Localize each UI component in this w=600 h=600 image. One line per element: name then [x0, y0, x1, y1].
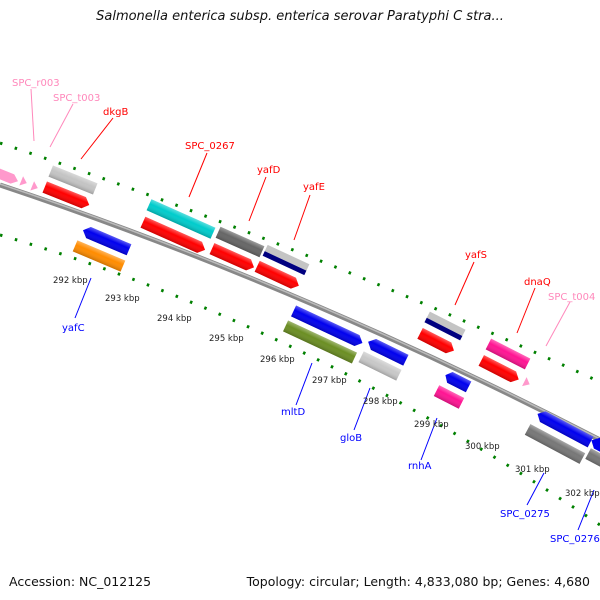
label-SPC_r003[interactable]: SPC_r003 — [12, 78, 60, 89]
feature-SPC_0276[interactable] — [585, 448, 600, 476]
backbone — [0, 182, 600, 443]
label-SPC_t003[interactable]: SPC_t003 — [53, 93, 100, 104]
tick-label: 293 kbp — [105, 294, 140, 304]
label-mltD[interactable]: mltD — [281, 407, 305, 418]
label-SPC_0275[interactable]: SPC_0275 — [500, 509, 550, 520]
feature-gray-navy-2[interactable] — [424, 311, 466, 341]
feature-yafD[interactable] — [209, 243, 257, 273]
label-yafD[interactable]: yafD — [257, 165, 281, 176]
tick-label: 297 kbp — [312, 376, 347, 386]
tick-label: 295 kbp — [209, 334, 244, 344]
feature-blue-4[interactable] — [443, 370, 472, 393]
feature-blue-1[interactable] — [81, 225, 132, 256]
feature-mltD[interactable] — [283, 320, 357, 364]
label-SPC_0276[interactable]: SPC_0276 — [550, 534, 600, 545]
feature-yafS[interactable] — [417, 328, 456, 356]
map-title: Salmonella enterica subsp. enterica sero… — [96, 9, 504, 24]
feature-cyan[interactable] — [146, 199, 216, 239]
feature-pink[interactable] — [485, 338, 531, 370]
tick-label: 296 kbp — [260, 355, 295, 365]
feature-rna-3[interactable] — [30, 181, 39, 193]
label-SPC_t004[interactable]: SPC_t004 — [548, 292, 595, 303]
label-dnaQ[interactable]: dnaQ — [524, 277, 551, 288]
label-yafS[interactable]: yafS — [465, 250, 487, 261]
topology-text: Topology: circular; Length: 4,833,080 bp… — [246, 574, 590, 589]
tick-label: 299 kbp — [414, 420, 449, 430]
leader-lines — [30, 88, 595, 531]
tick-label: 300 kbp — [465, 442, 500, 452]
feature-SPC_t004[interactable] — [522, 377, 532, 389]
feature-blue-5[interactable] — [535, 409, 594, 448]
label-yafE[interactable]: yafE — [303, 182, 325, 193]
label-SPC_0267[interactable]: SPC_0267 — [185, 141, 235, 152]
feature-rna-2[interactable] — [19, 176, 28, 188]
feature-SPC_0275[interactable] — [524, 424, 586, 464]
tick-label: 301 kbp — [515, 465, 550, 475]
label-dkgB[interactable]: dkgB — [103, 107, 128, 118]
feature-yafE[interactable] — [254, 260, 302, 291]
feature-dkgB[interactable] — [42, 181, 91, 210]
feature-darkgray[interactable] — [215, 226, 265, 258]
feature-blue-3[interactable] — [365, 336, 409, 366]
feature-SPC_0267[interactable] — [140, 216, 207, 256]
feature-yafC[interactable] — [72, 240, 126, 272]
feature-blue-6[interactable] — [589, 435, 600, 458]
feature-gloB[interactable] — [358, 351, 402, 381]
tick-label: 294 kbp — [157, 314, 192, 324]
feature-gray-navy-1[interactable] — [262, 244, 310, 276]
accession-text: Accession: NC_012125 — [9, 574, 152, 589]
tick-label: 302 kbp — [565, 489, 600, 499]
feature-blue-2[interactable] — [291, 305, 365, 349]
feature-gray-1[interactable] — [48, 165, 98, 195]
label-rnhA[interactable]: rnhA — [408, 461, 432, 472]
feature-rnhA[interactable] — [433, 385, 465, 409]
feature-dnaQ[interactable] — [478, 355, 522, 385]
tick-label: 292 kbp — [53, 276, 88, 286]
tick-label: 298 kbp — [363, 397, 398, 407]
label-yafC[interactable]: yafC — [62, 323, 85, 334]
feature-rna-1[interactable] — [0, 166, 20, 186]
label-gloB[interactable]: gloB — [340, 433, 362, 444]
